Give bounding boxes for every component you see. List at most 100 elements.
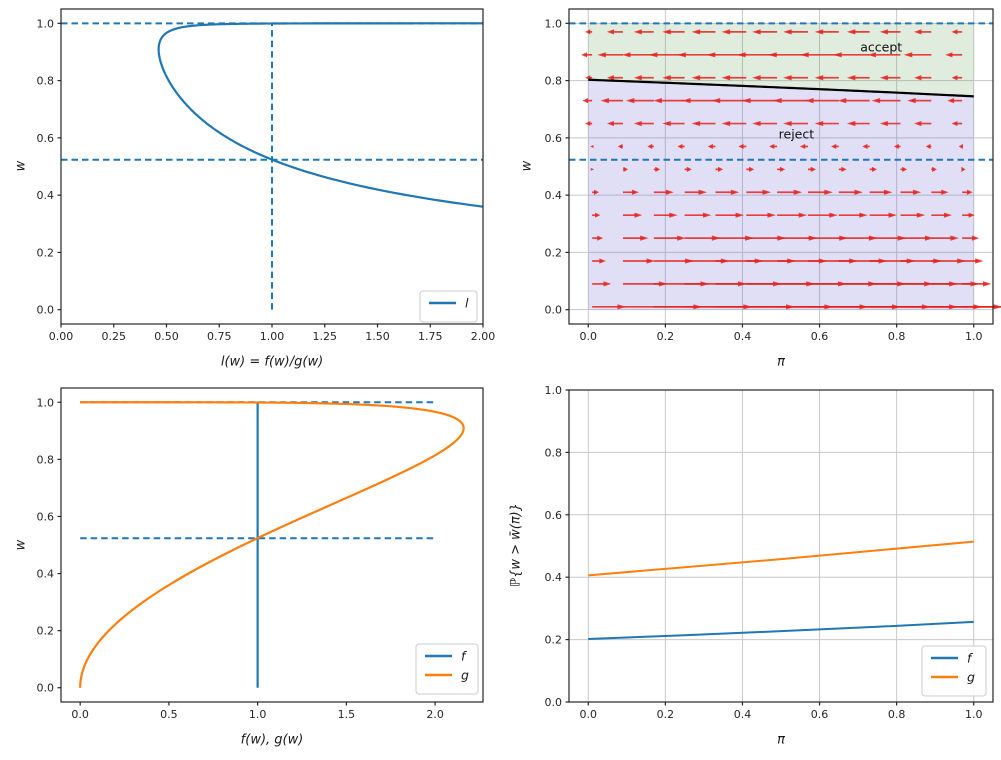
- quiver-arrowhead: [662, 120, 671, 127]
- quiver-arrowhead: [783, 29, 792, 35]
- tick-label: 1.00: [260, 330, 285, 343]
- quiver-arrowhead: [646, 258, 656, 264]
- phase-yaxis-label: w: [519, 160, 535, 172]
- quiver-arrowhead: [846, 120, 856, 127]
- quiver-arrowhead: [686, 166, 692, 172]
- tick-label: 0.75: [207, 330, 232, 343]
- quiver-arrowhead: [633, 75, 642, 81]
- tick-label: 0.0: [580, 708, 598, 721]
- quiver-arrowhead: [621, 52, 631, 58]
- likelihood-xaxis-label: l(w) = f(w)/g(w): [220, 354, 324, 370]
- tick-label: 2.00: [471, 330, 496, 343]
- quiver-arrowhead: [854, 189, 863, 195]
- tick-label: 1.75: [418, 330, 443, 343]
- quiver-arrowhead: [730, 189, 740, 195]
- tick-label: 0.8: [37, 75, 55, 88]
- tick-label: 0.6: [37, 510, 55, 523]
- axis-ticks: 0.00 0.25 0.50 0.75 1.00 1.25 1.50 1.75 2.00 0.0 0…: [37, 17, 496, 343]
- tick-label: 0.4: [545, 189, 563, 202]
- quiver-arrowhead: [599, 258, 606, 264]
- quiver-arrowhead: [945, 52, 953, 58]
- legend: fg: [415, 643, 479, 695]
- tick-label: 0.2: [545, 246, 563, 259]
- quiver-arrowhead: [769, 143, 775, 150]
- quiver-arrowhead: [983, 281, 992, 287]
- tick-label: 0.4: [734, 708, 752, 721]
- quiver-arrowhead: [824, 189, 833, 195]
- tick-label: 0.2: [37, 625, 55, 638]
- density-g-curve: [79, 401, 465, 688]
- tick-label: 1.0: [965, 708, 983, 721]
- quiver-arrowhead: [585, 120, 591, 127]
- tick-label: 0.0: [580, 330, 598, 343]
- phase-xaxis-label: π: [777, 354, 785, 370]
- quiver-arrowhead: [971, 235, 980, 241]
- tick-label: 0.8: [545, 446, 563, 459]
- legend-box: [921, 645, 987, 697]
- tick-label: 2.0: [426, 708, 444, 721]
- quiver-arrowhead: [871, 166, 878, 172]
- legend-box: [419, 290, 478, 323]
- quiver-arrowhead: [655, 166, 661, 172]
- quiver-arrowhead: [879, 75, 888, 81]
- quiver-arrowhead: [737, 52, 746, 58]
- tick-label: 0.2: [545, 634, 563, 647]
- tick-label: g: [967, 670, 975, 685]
- quiver-arrowhead: [631, 189, 639, 195]
- tick-label: 1.0: [965, 330, 983, 343]
- tick-label: 0.00: [49, 330, 74, 343]
- quiver-arrowhead: [735, 212, 745, 218]
- quiver-arrowhead: [691, 75, 701, 81]
- reject-region: [588, 79, 974, 310]
- quiver-arrowhead: [879, 29, 888, 35]
- quiver-arrowhead: [947, 98, 955, 104]
- quiver-arrowhead: [634, 212, 643, 218]
- quiver-arrowhead: [814, 29, 824, 35]
- tick-label: 0.0: [37, 682, 55, 695]
- tick-label: 0.2: [37, 246, 55, 259]
- quiver-arrowhead: [647, 143, 653, 150]
- densities-xaxis-label: f(w), g(w): [240, 732, 304, 748]
- quiver-arrowhead: [633, 29, 642, 35]
- tick-label: 1.0: [249, 708, 267, 721]
- tick-label: 1.5: [338, 708, 356, 721]
- quiver-arrowhead: [623, 166, 629, 172]
- quiver-arrowhead: [749, 166, 755, 172]
- quiver-arrowhead: [805, 98, 814, 104]
- quiver-arrowhead: [951, 29, 958, 35]
- quiver-arrowhead: [968, 212, 975, 218]
- quiver-arrowhead: [888, 212, 897, 218]
- quiver-arrowhead: [829, 212, 838, 218]
- quiver-arrowhead: [677, 143, 683, 150]
- quiver-arrowhead: [846, 29, 856, 35]
- tick-label: 0.50: [154, 330, 179, 343]
- quiver-arrowhead: [738, 143, 744, 150]
- tick-label: 0.2: [657, 330, 675, 343]
- quiver-arrowhead: [633, 120, 642, 127]
- subplot-densities: fg 0.0 0.5 1.0 1.5 2.0 0.0 0.2 0.4 0.6 0.8 1.0: [37, 387, 484, 721]
- quiver-arrowhead: [810, 166, 817, 172]
- tick-label: 1.0: [545, 17, 563, 30]
- quiver-arrowhead: [752, 29, 761, 35]
- tick-label: 0.4: [37, 189, 55, 202]
- quiver-arrow: [590, 144, 594, 148]
- quiver-arrowhead: [595, 212, 601, 218]
- quiver-arrowhead: [951, 75, 958, 81]
- quiver-arrowhead: [783, 120, 792, 127]
- subplot-tail-probabilities: fg 0.0 0.2 0.4 0.6 0.8 1.0 0.0 0.2 0.4 0.6 0.8 1.0: [545, 384, 994, 721]
- tailprob-yaxis-label: ℙ{w > w̄(π)}: [508, 502, 524, 588]
- legend: l: [419, 290, 478, 323]
- quiver-arrowhead: [648, 52, 658, 58]
- quiver-arrowhead: [966, 189, 973, 195]
- tick-label: 1.0: [545, 384, 563, 397]
- quiver-arrowhead: [742, 98, 751, 104]
- quiver-arrowhead: [677, 52, 686, 58]
- quiver-arrowhead: [768, 52, 777, 58]
- quiver-arrowhead: [925, 235, 934, 241]
- quiver-arrowhead: [883, 189, 893, 195]
- densities-yaxis-label: w: [13, 539, 29, 551]
- tick-label: 0.0: [37, 304, 55, 317]
- tick-label: 1.25: [313, 330, 338, 343]
- quiver-arrowhead: [706, 52, 716, 58]
